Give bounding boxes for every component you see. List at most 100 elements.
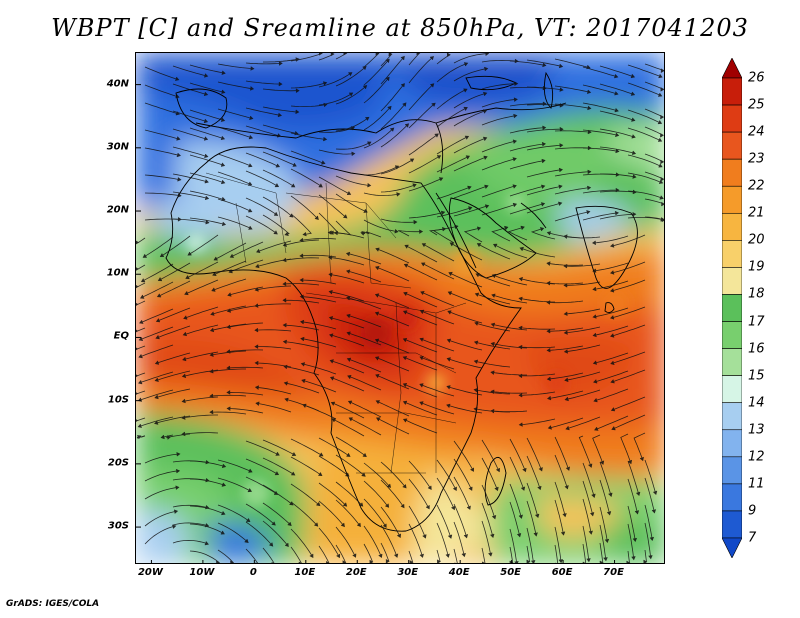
streamline	[509, 60, 546, 66]
streamline-arrowhead	[558, 63, 564, 69]
streamline	[363, 192, 400, 196]
streamline-arrowhead	[340, 522, 345, 528]
streamline-arrowhead	[209, 369, 214, 374]
streamline	[189, 550, 220, 563]
streamline-arrowhead	[187, 251, 192, 256]
streamline	[547, 300, 584, 304]
streamline	[582, 102, 619, 112]
streamline-arrowhead	[412, 183, 417, 188]
streamline	[335, 193, 368, 213]
streamline-arrowhead	[176, 152, 181, 158]
streamline	[519, 373, 556, 377]
streamline	[363, 77, 390, 104]
streamline	[380, 123, 409, 148]
streamline-arrowhead	[329, 333, 334, 338]
streamline-arrowhead	[448, 534, 453, 539]
axis-ticks	[136, 84, 616, 563]
streamline	[290, 150, 325, 164]
streamline-arrowhead	[649, 536, 654, 541]
streamline	[329, 291, 365, 302]
streamline	[172, 522, 209, 527]
streamline	[509, 203, 545, 215]
streamline-arrowhead	[467, 185, 472, 190]
streamline-arrowhead	[375, 374, 380, 378]
streamline-arrowhead	[419, 229, 424, 234]
streamline	[363, 165, 399, 176]
streamline-arrowhead	[254, 360, 259, 366]
streamline	[144, 174, 181, 181]
streamline-arrowhead	[359, 502, 364, 507]
streamline	[375, 248, 410, 264]
streamline	[318, 176, 351, 195]
streamline-arrowhead	[204, 153, 209, 158]
streamline-arrowhead	[541, 142, 546, 147]
streamline-arrowhead	[615, 148, 620, 154]
streamline	[144, 129, 180, 140]
streamline-arrowhead	[346, 296, 351, 301]
streamline	[419, 356, 455, 370]
streamline-arrowhead	[255, 264, 260, 269]
streamline	[262, 502, 292, 526]
streamline	[210, 305, 247, 315]
streamline	[346, 297, 382, 310]
streamline	[318, 545, 330, 563]
streamline-arrowhead	[603, 557, 608, 562]
streamline	[227, 408, 264, 414]
streamline-arrowhead	[410, 158, 415, 163]
streamline-arrowhead	[278, 81, 283, 87]
streamline	[318, 437, 351, 457]
streamline	[245, 215, 278, 235]
streamline-arrowhead	[328, 316, 334, 321]
streamline	[526, 104, 564, 106]
streamline	[627, 478, 638, 514]
streamline	[363, 498, 387, 528]
streamline-arrowhead	[314, 522, 319, 527]
streamline	[453, 521, 465, 557]
streamline-arrowhead	[276, 133, 282, 138]
streamline	[209, 394, 247, 397]
streamline	[189, 190, 226, 201]
streamline	[582, 147, 619, 152]
streamline-arrowhead	[298, 561, 302, 563]
streamline-arrowhead	[535, 513, 540, 519]
streamline-arrowhead	[446, 403, 451, 408]
streamline-arrowhead	[203, 136, 209, 141]
streamline-arrowhead	[221, 482, 227, 487]
streamline	[408, 155, 441, 174]
streamline	[255, 285, 292, 291]
colorbar-segment	[722, 77, 742, 106]
streamline	[491, 226, 511, 242]
streamline-arrowhead	[512, 202, 518, 208]
colorbar	[722, 58, 742, 558]
streamline-arrowhead	[318, 183, 323, 188]
streamline	[375, 356, 410, 372]
streamline-arrowhead	[314, 215, 319, 220]
streamline-arrowhead	[300, 362, 306, 367]
streamline	[380, 524, 398, 558]
streamline	[420, 338, 455, 352]
streamline	[329, 317, 365, 329]
streamline-arrowhead	[630, 91, 636, 96]
streamline-arrowhead	[282, 257, 287, 263]
streamline-arrowhead	[204, 179, 209, 184]
streamline-arrowhead	[185, 275, 190, 280]
streamline	[137, 300, 146, 305]
streamline	[256, 402, 292, 413]
streamline-arrowhead	[221, 89, 226, 94]
streamline	[554, 481, 566, 517]
streamline-arrowhead	[255, 401, 260, 406]
streamline-arrowhead	[275, 451, 280, 456]
streamline	[518, 346, 556, 349]
streamline	[217, 477, 252, 492]
streamline	[172, 218, 209, 224]
streamline-arrowhead	[291, 183, 296, 188]
streamline-arrowhead	[590, 512, 595, 517]
streamline-arrowhead	[209, 352, 214, 357]
streamline-arrowhead	[494, 486, 499, 492]
streamline	[217, 153, 252, 167]
streamline-arrowhead	[473, 388, 478, 393]
lon-tick-label: 60E	[551, 567, 573, 578]
streamline-arrowhead	[660, 68, 664, 73]
streamline	[481, 185, 517, 198]
streamline	[227, 391, 264, 396]
